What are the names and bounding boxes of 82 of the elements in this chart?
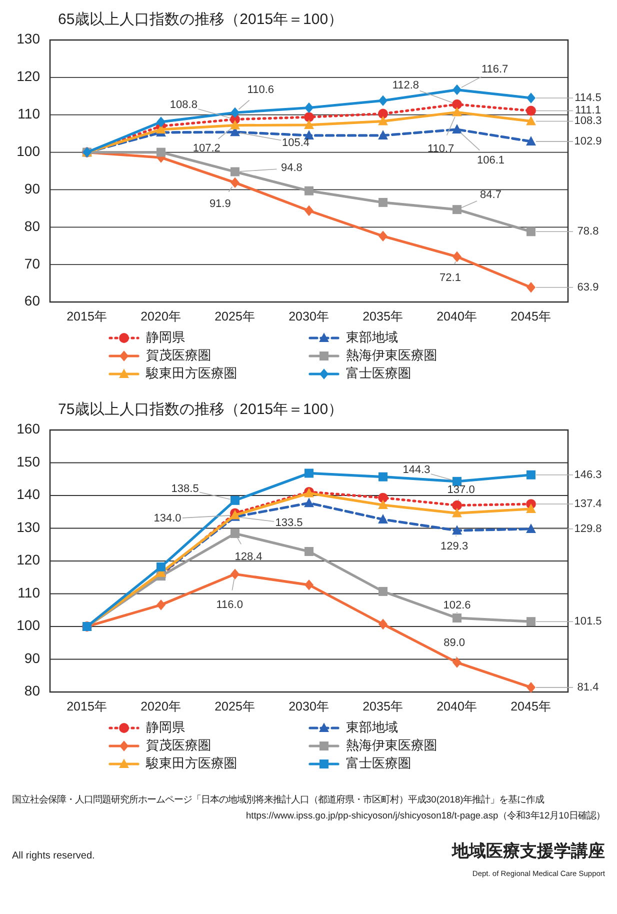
y-tick-label: 80 xyxy=(24,682,40,699)
data-label: 78.8 xyxy=(577,226,599,238)
legend-label: 賀茂医療圏 xyxy=(146,737,211,752)
y-tick-label: 110 xyxy=(18,584,40,600)
x-tick-label: 2040年 xyxy=(436,699,478,714)
y-tick-label: 140 xyxy=(16,486,40,502)
y-tick-label: 100 xyxy=(16,142,40,159)
data-label: 105.4 xyxy=(282,136,310,149)
data-label: 137.4 xyxy=(574,498,602,510)
y-tick-label: 130 xyxy=(16,30,40,47)
y-tick-label: 110 xyxy=(18,106,40,122)
data-label: 128.4 xyxy=(234,551,262,564)
data-label: 110.7 xyxy=(427,142,454,155)
legend-label: 駿東田方医療圏 xyxy=(145,365,237,380)
y-tick-label: 60 xyxy=(24,292,40,309)
data-label: 129.3 xyxy=(440,540,468,552)
data-label: 102.6 xyxy=(443,600,471,612)
legend-label: 駿東田方医療圏 xyxy=(145,755,237,770)
y-tick-label: 120 xyxy=(16,68,40,84)
data-label: 144.3 xyxy=(402,464,430,476)
x-tick-label: 2020年 xyxy=(140,309,182,324)
y-tick-label: 130 xyxy=(16,518,40,535)
y-tick-label: 90 xyxy=(24,650,40,666)
data-label: 138.5 xyxy=(171,482,199,495)
x-tick-label: 2040年 xyxy=(436,309,478,324)
legend-label: 賀茂医療圏 xyxy=(146,347,211,362)
legend-label: 静岡県 xyxy=(146,329,185,344)
data-label: 116.0 xyxy=(216,598,243,611)
x-tick-label: 2015年 xyxy=(66,309,108,324)
text: https://www.ipss.go.jp/pp-shicyoson/j/shicyoson18/t-page.asp（令和3年12月10日確認） xyxy=(246,810,605,820)
data-label: 112.8 xyxy=(392,80,420,92)
data-label: 94.8 xyxy=(280,162,302,174)
x-tick-label: 2015年 xyxy=(66,699,108,714)
text: All rights reserved. xyxy=(12,850,95,862)
x-tick-label: 2025年 xyxy=(214,309,256,324)
data-label: 101.5 xyxy=(574,615,602,628)
chart-title: 65歳以上人口指数の推移（2015年＝100） xyxy=(58,10,344,28)
legend-label: 静岡県 xyxy=(146,719,185,734)
data-label: 102.9 xyxy=(574,135,602,148)
x-tick-label: 2035年 xyxy=(362,309,404,324)
data-label: 108.3 xyxy=(574,115,602,128)
data-label: 84.7 xyxy=(480,189,502,202)
data-label: 116.7 xyxy=(481,64,508,76)
text: 地域医療支援学講座 xyxy=(451,841,605,860)
legend-label: 富士医療圏 xyxy=(346,755,411,770)
data-label: 108.8 xyxy=(170,98,198,111)
x-tick-label: 2030年 xyxy=(288,309,330,324)
data-label: 106.1 xyxy=(476,154,505,166)
y-tick-label: 150 xyxy=(16,453,40,470)
x-tick-label: 2030年 xyxy=(288,699,330,714)
legend-label: 熱海伊東医療圏 xyxy=(346,737,437,752)
y-tick-label: 100 xyxy=(16,617,40,634)
data-label: 63.9 xyxy=(577,281,599,294)
data-label: 111.1 xyxy=(575,104,601,117)
legend-label: 東部地域 xyxy=(346,329,398,344)
y-tick-label: 90 xyxy=(24,180,40,196)
y-tick-label: 120 xyxy=(16,552,40,568)
data-label: 81.4 xyxy=(577,681,599,694)
y-tick-label: 160 xyxy=(16,420,40,437)
data-label: 134.0 xyxy=(154,512,182,525)
data-label: 133.5 xyxy=(275,517,303,530)
data-label: 129.8 xyxy=(574,522,602,535)
chart-title: 75歳以上人口指数の推移（2015年＝100） xyxy=(58,400,344,418)
data-label: 110.6 xyxy=(247,84,274,96)
legend-label: 東部地域 xyxy=(346,719,398,734)
x-tick-label: 2035年 xyxy=(362,699,404,714)
data-label: 89.0 xyxy=(444,636,466,649)
x-tick-label: 2020年 xyxy=(140,699,182,714)
x-tick-label: 2045年 xyxy=(510,309,552,324)
text: 国立社会保障・人口問題研究所ホームページ「日本の地域別将来推計人口（都道府県・市区町村）平成30(2018)年推計」を基に作成 xyxy=(12,794,544,804)
y-tick-label: 70 xyxy=(24,255,40,272)
data-label: 72.1 xyxy=(440,272,461,284)
data-label: 146.3 xyxy=(574,468,602,481)
x-tick-label: 2025年 xyxy=(214,699,256,714)
y-tick-label: 80 xyxy=(24,218,40,234)
legend-label: 熱海伊東医療圏 xyxy=(346,347,437,362)
data-label: 91.9 xyxy=(209,198,231,210)
data-label: 107.2 xyxy=(192,142,220,154)
legend-label: 富士医療圏 xyxy=(346,365,411,380)
x-tick-label: 2045年 xyxy=(510,699,552,714)
data-label: 137.0 xyxy=(447,484,475,496)
data-label: 114.5 xyxy=(574,92,602,104)
